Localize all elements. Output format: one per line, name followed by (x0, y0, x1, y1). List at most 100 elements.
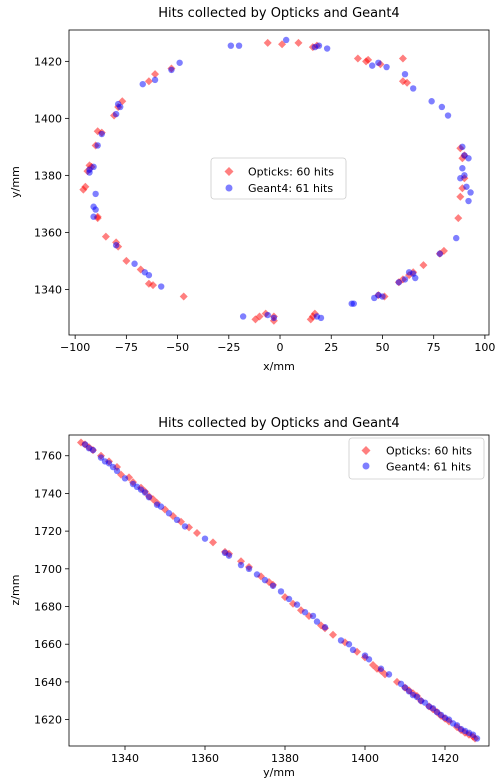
chart-bottom-point-opticks (209, 538, 217, 547)
chart-top-point-geant4 (457, 175, 464, 182)
chart-bottom-point-geant4 (409, 691, 417, 699)
chart-top-point-geant4 (428, 98, 435, 105)
chart-bottom-point-geant4 (337, 637, 345, 644)
chart-bottom-point-geant4 (365, 656, 373, 663)
chart-top-ytick-label: 1340 (34, 283, 62, 296)
chart-bottom-point-geant4 (309, 612, 317, 620)
chart-top-point-geant4 (264, 311, 271, 319)
chart-bottom-legend-label-geant4: Geant4: 61 hits (386, 461, 471, 474)
chart-top-xtick-label: −50 (166, 341, 189, 354)
chart-top-ytick-label: 1400 (34, 112, 62, 125)
chart-top-point-geant4 (114, 100, 122, 108)
chart-top-point-geant4 (465, 197, 472, 205)
chart-top-point-geant4 (412, 274, 419, 282)
chart-bottom-point-geant4 (277, 588, 285, 595)
chart-top-ytick-label: 1380 (34, 169, 62, 182)
chart-bottom-point-geant4 (377, 665, 385, 672)
chart-bottom-point-opticks (329, 630, 337, 639)
chart-bottom-point-geant4 (113, 467, 121, 475)
chart-bottom-point-geant4 (261, 576, 269, 584)
chart-top-point-geant4 (401, 70, 409, 78)
chart-top-point-geant4 (98, 130, 105, 138)
chart-top-point-geant4 (112, 110, 120, 118)
chart-top-legend: Opticks: 60 hits Geant4: 61 hits (210, 157, 347, 200)
chart-top-xtick-label: −75 (115, 341, 138, 354)
chart-top-ytick-label: 1420 (34, 55, 62, 68)
chart-top-point-geant4 (444, 112, 452, 119)
chart-bottom-point-geant4 (165, 510, 173, 517)
chart-top-point-geant4 (176, 59, 183, 66)
chart-bottom-point-geant4 (81, 441, 89, 448)
chart-bottom-point-geant4 (253, 571, 261, 578)
chart-bottom-title: Hits collected by Opticks and Geant4 (158, 416, 399, 431)
chart-top-xtick-label: 100 (474, 341, 495, 354)
chart-top-point-geant4 (375, 59, 382, 66)
chart-top-point-geant4 (436, 250, 444, 257)
chart-top-xlabel: x/mm (263, 360, 295, 373)
chart-bottom-ylabel: z/mm (9, 575, 22, 606)
chart-top-point-geant4 (235, 42, 243, 49)
chart-bottom-point-geant4 (137, 486, 145, 493)
chart-bottom-points (77, 438, 481, 743)
chart-bottom-ticks: 1340 1360 1380 1400 1420 1620 1640 1660 1680 1700… (34, 450, 459, 765)
chart-top-point-geant4 (383, 63, 390, 71)
chart-top-point-geant4 (317, 314, 325, 322)
chart-bottom-point-geant4 (101, 458, 109, 465)
chart-bottom-point-geant4 (405, 688, 413, 695)
chart-bottom-point-geant4 (321, 624, 329, 631)
chart-bottom-ytick-label: 1740 (34, 487, 62, 500)
chart-top-xtick-label: −100 (60, 341, 90, 354)
chart-top-point-opticks (419, 261, 428, 270)
chart-top-legend-marker-geant4 (225, 184, 233, 192)
chart-top-point-geant4 (157, 283, 165, 290)
chart-top-point-geant4 (112, 242, 120, 249)
chart-bottom-point-geant4 (121, 475, 129, 482)
chart-top-point-geant4 (92, 190, 99, 198)
chart-bottom-point-geant4 (225, 552, 233, 559)
chart-bottom-point-geant4 (181, 523, 189, 530)
chart-bottom-point-geant4 (293, 601, 301, 608)
chart-top-point-geant4 (453, 234, 460, 242)
chart-top-xtick-label: −25 (217, 341, 240, 354)
chart-bottom-point-geant4 (89, 446, 97, 454)
chart-top-point-opticks (122, 256, 131, 265)
chart-top-point-geant4 (438, 103, 446, 111)
chart-top-point-geant4 (92, 206, 99, 213)
chart-top-title: Hits collected by Opticks and Geant4 (158, 6, 399, 21)
chart-bottom-point-geant4 (429, 705, 437, 712)
chart-bottom-point-geant4 (345, 641, 353, 648)
chart-top-point-geant4 (270, 314, 278, 322)
chart-top-point-geant4 (131, 260, 138, 267)
chart-top-point-opticks (398, 54, 407, 63)
chart-top-point-geant4 (465, 155, 472, 162)
chart-bottom-point-geant4 (361, 652, 369, 659)
chart-top-point-geant4 (395, 279, 403, 286)
chart-bottom-point-geant4 (397, 680, 405, 687)
chart-bottom-point-geant4 (301, 608, 309, 616)
chart-bottom-xlabel: y/mm (263, 766, 295, 779)
chart-top-point-opticks (403, 78, 412, 87)
chart-top-xtick-label: 0 (277, 341, 284, 354)
chart-top-point-geant4 (323, 45, 331, 52)
chart-bottom-point-geant4 (269, 582, 277, 589)
chart-top-point-geant4 (90, 213, 97, 220)
chart-bottom-legend-marker-geant4 (362, 462, 370, 470)
chart-bottom-ytick-label: 1700 (34, 563, 62, 576)
chart-bottom-legend-label-opticks: Opticks: 60 hits (386, 445, 472, 458)
chart-top-point-opticks (364, 55, 373, 64)
chart-bottom-legend-box (348, 437, 485, 480)
chart-top-point-opticks (456, 192, 465, 201)
chart-top-point-geant4 (350, 300, 357, 307)
chart-bottom-ytick-label: 1660 (34, 638, 62, 651)
chart-bottom-point-geant4 (453, 722, 461, 729)
chart-bottom-legend-marker-opticks (361, 446, 371, 455)
chart-top-point-geant4 (459, 165, 466, 172)
chart-bottom-legend: Opticks: 60 hits Geant4: 61 hits (348, 437, 485, 480)
chart-bottom-point-geant4 (109, 463, 117, 471)
chart-bottom-point-geant4 (97, 454, 105, 461)
chart-top-point-opticks (101, 232, 110, 241)
chart-bottom-point-geant4 (401, 684, 409, 691)
chart-bottom-point-geant4 (285, 595, 293, 603)
chart-top-point-opticks (255, 312, 264, 321)
chart-bottom-point-geant4 (445, 716, 453, 723)
